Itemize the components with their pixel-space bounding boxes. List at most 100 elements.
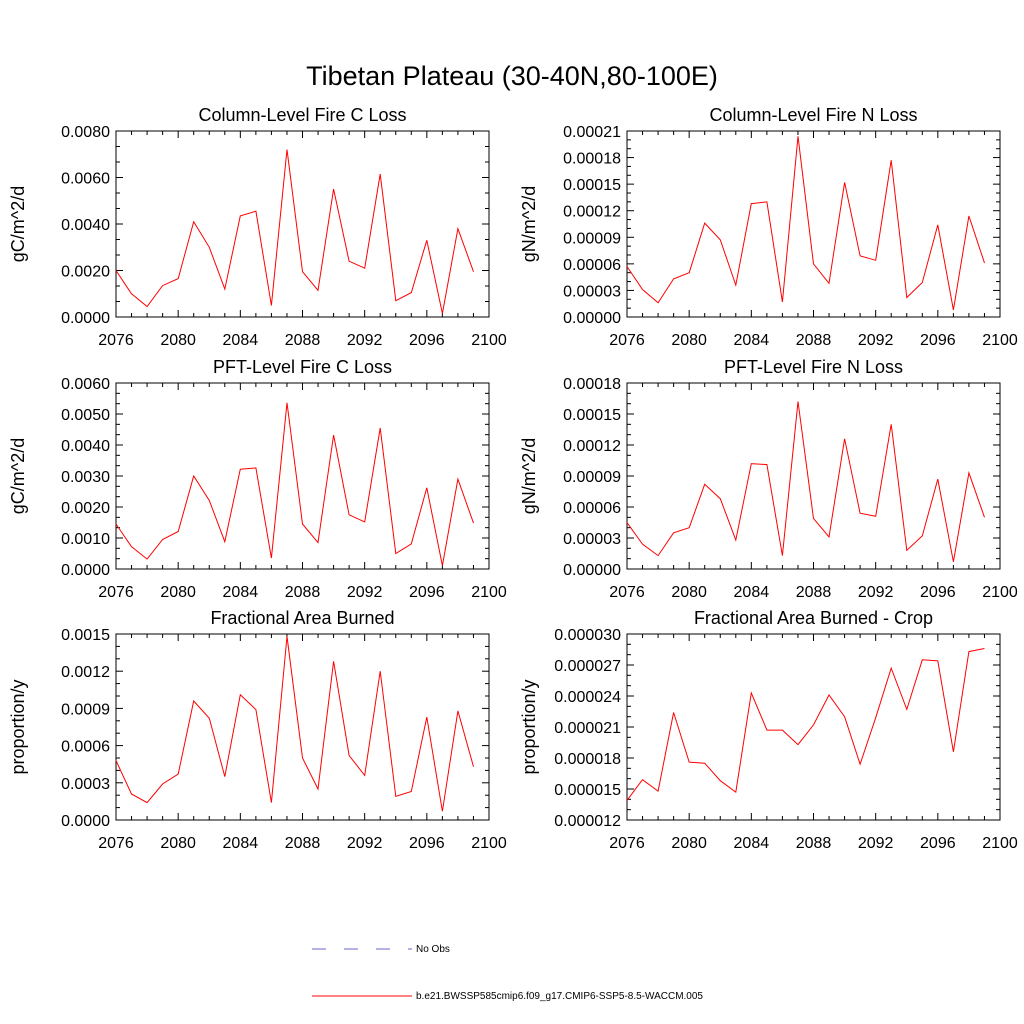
x-tick-label: 2076: [98, 584, 134, 601]
x-tick-label: 2100: [471, 584, 507, 601]
chart-panel: PFT-Level Fire N Loss gN/m^2/d 2076 2080 208…: [519, 357, 1018, 601]
y-tick-label: 0.0080: [61, 124, 110, 141]
x-tick-label: 2100: [471, 835, 507, 852]
x-tick-label: 2092: [347, 835, 383, 852]
y-axis-label: gN/m^2/d: [519, 438, 539, 514]
y-tick-label: 0.000030: [554, 627, 621, 644]
x-tick-label: 2096: [920, 835, 956, 852]
y-tick-label: 0.00003: [563, 283, 621, 300]
legend-label-no-obs: No Obs: [416, 944, 450, 955]
series-line: [115, 636, 474, 812]
x-tick-label: 2080: [671, 584, 707, 601]
y-tick-label: 0.00009: [563, 230, 621, 247]
x-tick-label: 2096: [409, 584, 445, 601]
plot-frame: [115, 633, 490, 821]
y-tick-label: 0.00015: [563, 407, 621, 424]
series-line: [115, 402, 474, 566]
x-tick-label: 2076: [609, 332, 645, 349]
series-line: [626, 136, 985, 310]
x-tick-label: 2084: [223, 332, 259, 349]
series-line: [626, 648, 985, 801]
chart-panel: Column-Level Fire C Loss gC/m^2/d 2076 2080…: [8, 105, 507, 349]
x-tick-label: 2088: [285, 584, 321, 601]
x-tick-label: 2096: [409, 332, 445, 349]
x-tick-label: 2100: [471, 332, 507, 349]
plot-frame: [115, 382, 490, 570]
chart-panel: PFT-Level Fire C Loss gC/m^2/d 2076 2080 208…: [8, 357, 507, 601]
y-tick-label: 0.0000: [61, 813, 110, 830]
x-tick-label: 2080: [671, 835, 707, 852]
y-tick-label: 0.00018: [563, 151, 621, 168]
x-tick-label: 2076: [609, 584, 645, 601]
x-tick-label: 2080: [160, 332, 196, 349]
plot-frame: [115, 130, 490, 318]
y-tick-label: 0.0010: [61, 531, 110, 548]
y-tick-label: 0.0003: [61, 776, 110, 793]
chart-title: Column-Level Fire C Loss: [198, 105, 406, 125]
x-tick-label: 2084: [734, 835, 770, 852]
y-tick-label: 0.0060: [61, 171, 110, 188]
plot-frame: [626, 130, 1001, 318]
x-tick-label: 2084: [734, 332, 770, 349]
y-tick-label: 0.00009: [563, 469, 621, 486]
y-tick-label: 0.0040: [61, 438, 110, 455]
y-tick-label: 0.0000: [61, 310, 110, 327]
y-axis-label: gC/m^2/d: [8, 186, 28, 262]
y-tick-label: 0.000027: [554, 658, 621, 675]
x-tick-label: 2092: [858, 835, 894, 852]
chart-panel: Column-Level Fire N Loss gN/m^2/d 2076 2080…: [519, 105, 1018, 349]
legend-label-model: b.e21.BWSSP585cmip6.f09_g17.CMIP6-SSP5-8…: [416, 991, 703, 1002]
series-line: [626, 401, 985, 562]
chart-title: PFT-Level Fire C Loss: [213, 357, 392, 377]
y-axis-label: gC/m^2/d: [8, 438, 28, 514]
x-tick-label: 2100: [982, 584, 1018, 601]
y-tick-label: 0.0020: [61, 500, 110, 517]
chart-title: Column-Level Fire N Loss: [709, 105, 917, 125]
y-tick-label: 0.0020: [61, 264, 110, 281]
y-tick-label: 0.00006: [563, 500, 621, 517]
y-tick-label: 0.000015: [554, 782, 621, 799]
y-tick-label: 0.000024: [554, 689, 621, 706]
chart-title: PFT-Level Fire N Loss: [724, 357, 903, 377]
y-tick-label: 0.0060: [61, 376, 110, 393]
chart-title: Fractional Area Burned - Crop: [694, 608, 933, 628]
y-tick-label: 0.00021: [563, 124, 621, 141]
x-tick-label: 2100: [982, 835, 1018, 852]
x-tick-label: 2080: [160, 584, 196, 601]
y-tick-label: 0.00006: [563, 257, 621, 274]
x-tick-label: 2084: [223, 584, 259, 601]
y-tick-label: 0.000018: [554, 751, 621, 768]
x-tick-label: 2092: [858, 584, 894, 601]
y-tick-label: 0.0012: [61, 664, 110, 681]
chart-title: Fractional Area Burned: [210, 608, 394, 628]
x-tick-label: 2088: [285, 332, 321, 349]
x-tick-label: 2100: [982, 332, 1018, 349]
y-tick-label: 0.00012: [563, 204, 621, 221]
y-axis-label: gN/m^2/d: [519, 186, 539, 262]
x-tick-label: 2080: [160, 835, 196, 852]
x-tick-label: 2076: [98, 835, 134, 852]
y-tick-label: 0.00000: [563, 310, 621, 327]
plot-frame: [626, 382, 1001, 570]
x-tick-label: 2076: [98, 332, 134, 349]
y-tick-label: 0.0009: [61, 701, 110, 718]
x-tick-label: 2084: [223, 835, 259, 852]
y-tick-label: 0.000012: [554, 813, 621, 830]
page-title: Tibetan Plateau (30-40N,80-100E): [306, 61, 718, 91]
x-tick-label: 2088: [796, 332, 832, 349]
y-tick-label: 0.0040: [61, 217, 110, 234]
series-line: [115, 149, 474, 314]
x-tick-label: 2092: [858, 332, 894, 349]
y-tick-label: 0.00012: [563, 438, 621, 455]
x-tick-label: 2088: [796, 584, 832, 601]
x-tick-label: 2096: [920, 584, 956, 601]
y-tick-label: 0.0000: [61, 562, 110, 579]
x-tick-label: 2088: [796, 835, 832, 852]
legend: No Obs b.e21.BWSSP585cmip6.f09_g17.CMIP6…: [312, 944, 703, 1002]
y-tick-label: 0.0006: [61, 739, 110, 756]
y-axis-label: proportion/y: [519, 679, 539, 774]
y-axis-label: proportion/y: [8, 679, 28, 774]
y-tick-label: 0.0015: [61, 627, 110, 644]
y-tick-label: 0.00015: [563, 177, 621, 194]
x-tick-label: 2092: [347, 584, 383, 601]
